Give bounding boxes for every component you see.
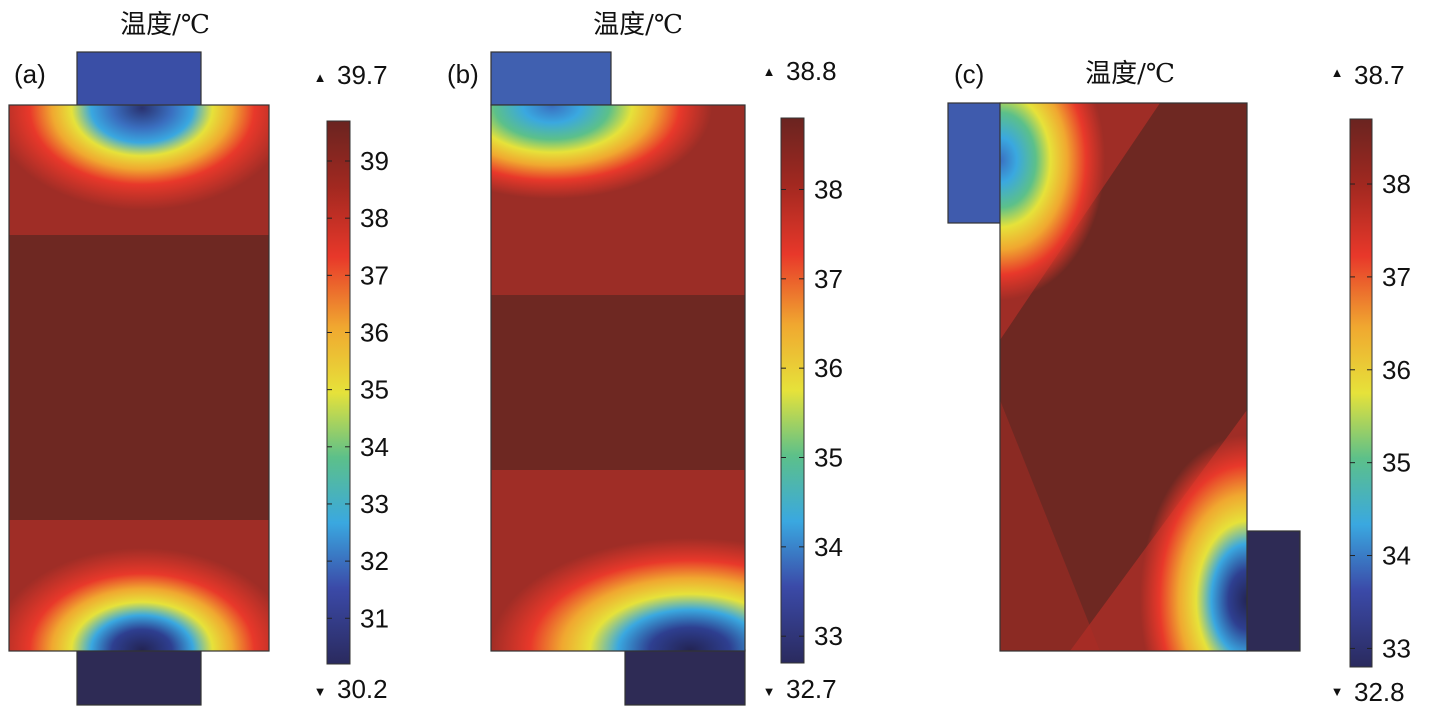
colorbar-tick-label: 38	[814, 174, 843, 204]
panel-b-body-outline	[490, 104, 746, 652]
colorbar-tick-label: 35	[1382, 448, 1411, 478]
panel-b-max-marker: ▲	[763, 64, 776, 79]
panel-c-max-label: 38.7	[1354, 60, 1405, 90]
colorbar-tick-label: 32	[360, 546, 389, 576]
panel-c-colorbar-ticks: 38 37 36 35 34 33	[1350, 169, 1411, 663]
colorbar-tick-label: 34	[1382, 541, 1411, 571]
panel-c: 温度/℃ (c) ▲ 38.7 ▼ 32.8 38 37 36 35 34 33	[947, 59, 1411, 707]
colorbar-tick-label: 31	[360, 603, 389, 633]
colorbar-tick-label: 38	[360, 203, 389, 233]
panel-a-bottom-tab	[76, 649, 202, 706]
colorbar-tick-label: 36	[1382, 355, 1411, 385]
panel-b: 温度/℃ (b) ▲ 38.8 ▼ 32.7 38 37 36 35 34 33	[447, 10, 843, 706]
panel-b-bottom-tab	[624, 649, 746, 706]
panel-a-heatmap	[9, 105, 269, 651]
panel-a-colorbar-ticks: 39 38 37 36 35 34 33 32 31	[327, 146, 389, 633]
panel-b-top-tab	[490, 51, 612, 106]
colorbar-tick-label: 37	[814, 264, 843, 294]
panel-c-label: (c)	[954, 59, 984, 89]
colorbar-tick-label: 37	[360, 260, 389, 290]
panel-b-max-label: 38.8	[786, 56, 837, 86]
panel-b-title: 温度/℃	[593, 10, 683, 40]
colorbar-tick-label: 39	[360, 146, 389, 176]
panel-c-min-marker: ▼	[1331, 684, 1344, 699]
colorbar-tick-label: 35	[814, 443, 843, 473]
panel-c-right-tab	[1246, 530, 1301, 652]
colorbar-tick-label: 34	[814, 532, 843, 562]
panel-a-min-marker: ▼	[314, 684, 327, 699]
colorbar-tick-label: 33	[1382, 633, 1411, 663]
colorbar-tick-label: 36	[360, 317, 389, 347]
panel-b-label: (b)	[447, 59, 479, 89]
colorbar-tick-label: 35	[360, 375, 389, 405]
colorbar-tick-label: 33	[360, 489, 389, 519]
panel-a: 温度/℃ (a) ▲ 39.7 ▼ 30.2 39383736353433323…	[8, 10, 389, 706]
panel-b-colorbar-ticks: 38 37 36 35 34 33	[781, 174, 843, 651]
colorbar-tick-label: 36	[814, 353, 843, 383]
panel-c-heatmap	[1000, 103, 1247, 651]
panel-a-max-marker: ▲	[314, 70, 327, 85]
panel-c-min-label: 32.8	[1354, 677, 1405, 707]
panel-c-body-outline	[999, 102, 1248, 652]
panel-a-label: (a)	[14, 59, 46, 89]
panel-a-title: 温度/℃	[120, 10, 210, 40]
panel-a-max-label: 39.7	[337, 60, 388, 90]
panel-a-body-outline	[8, 104, 270, 652]
colorbar-tick-label: 33	[814, 621, 843, 651]
panel-a-min-label: 30.2	[337, 674, 388, 704]
colorbar-tick-label: 38	[1382, 169, 1411, 199]
panel-c-title: 温度/℃	[1085, 59, 1175, 89]
panel-b-min-label: 32.7	[786, 674, 837, 704]
colorbar-tick-label: 34	[360, 432, 389, 462]
panel-b-min-marker: ▼	[763, 684, 776, 699]
panel-b-colorbar	[780, 117, 805, 664]
panel-a-top-tab	[76, 51, 202, 108]
colorbar-tick-label: 37	[1382, 262, 1411, 292]
panel-a-colorbar	[326, 120, 351, 665]
panel-c-left-tab	[947, 102, 1002, 224]
panel-c-max-marker: ▲	[1331, 65, 1344, 80]
panel-c-colorbar	[1349, 118, 1373, 668]
panel-b-heatmap	[491, 105, 745, 651]
